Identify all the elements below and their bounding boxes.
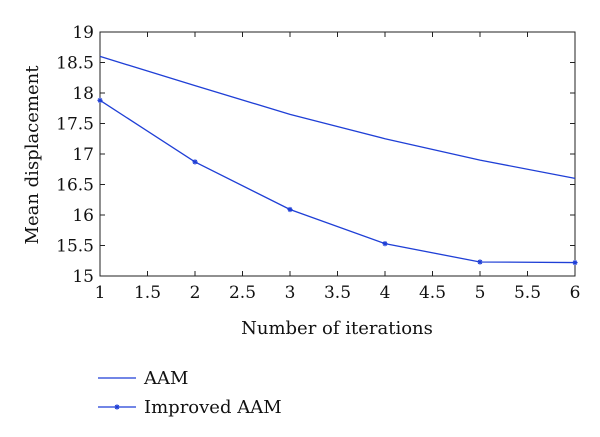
y-tick-label: 17 [72,145,94,165]
legend-label: Improved AAM [144,397,282,418]
y-axis-ticks: 15 15.5 16 16.5 17 17.5 18 18.5 19 [56,23,575,287]
y-tick-label: 15.5 [56,237,94,257]
x-tick-label: 3.5 [324,283,351,303]
y-tick-label: 16.5 [56,176,94,196]
data-point-asterisk [97,97,103,103]
data-point-asterisk [572,259,578,266]
x-tick-label: 1.5 [134,283,161,303]
y-tick-label: 15 [72,267,94,287]
x-tick-label: 6 [570,283,581,303]
y-tick-label: 18.5 [56,54,94,74]
x-axis-ticks: 1 1.5 2 2.5 3 3.5 4 4.5 5 5.5 6 [95,32,581,303]
data-point-asterisk [477,259,483,265]
plot-frame [99,31,576,277]
x-tick-label: 5 [475,283,486,303]
legend-item: AAM [98,368,188,389]
legend-item: Improved AAM [98,397,282,418]
y-tick-label: 16 [72,206,94,226]
legend-label: AAM [143,368,188,389]
x-axis-label: Number of iterations [241,318,433,339]
legend: AAM Improved AAM [98,368,282,418]
y-tick-label: 17.5 [56,115,94,135]
data-point-asterisk [114,404,120,410]
y-axis-label: Mean displacement [22,65,43,245]
y-tick-label: 19 [72,23,94,43]
y-tick-label: 18 [72,84,94,104]
x-tick-label: 1 [95,283,106,303]
x-tick-label: 5.5 [514,283,541,303]
x-tick-label: 4.5 [419,283,446,303]
data-point-asterisk [382,241,388,247]
x-tick-label: 3 [285,283,296,303]
series-layer [97,55,578,266]
series-line-improved-aam [99,99,576,264]
x-tick-label: 2 [190,283,201,303]
x-tick-label: 4 [380,283,391,303]
data-point-asterisk [287,206,293,213]
plot-area [99,31,576,277]
x-tick-label: 2.5 [229,283,256,303]
series-line-aam [99,55,576,180]
data-point-asterisk [192,159,198,165]
